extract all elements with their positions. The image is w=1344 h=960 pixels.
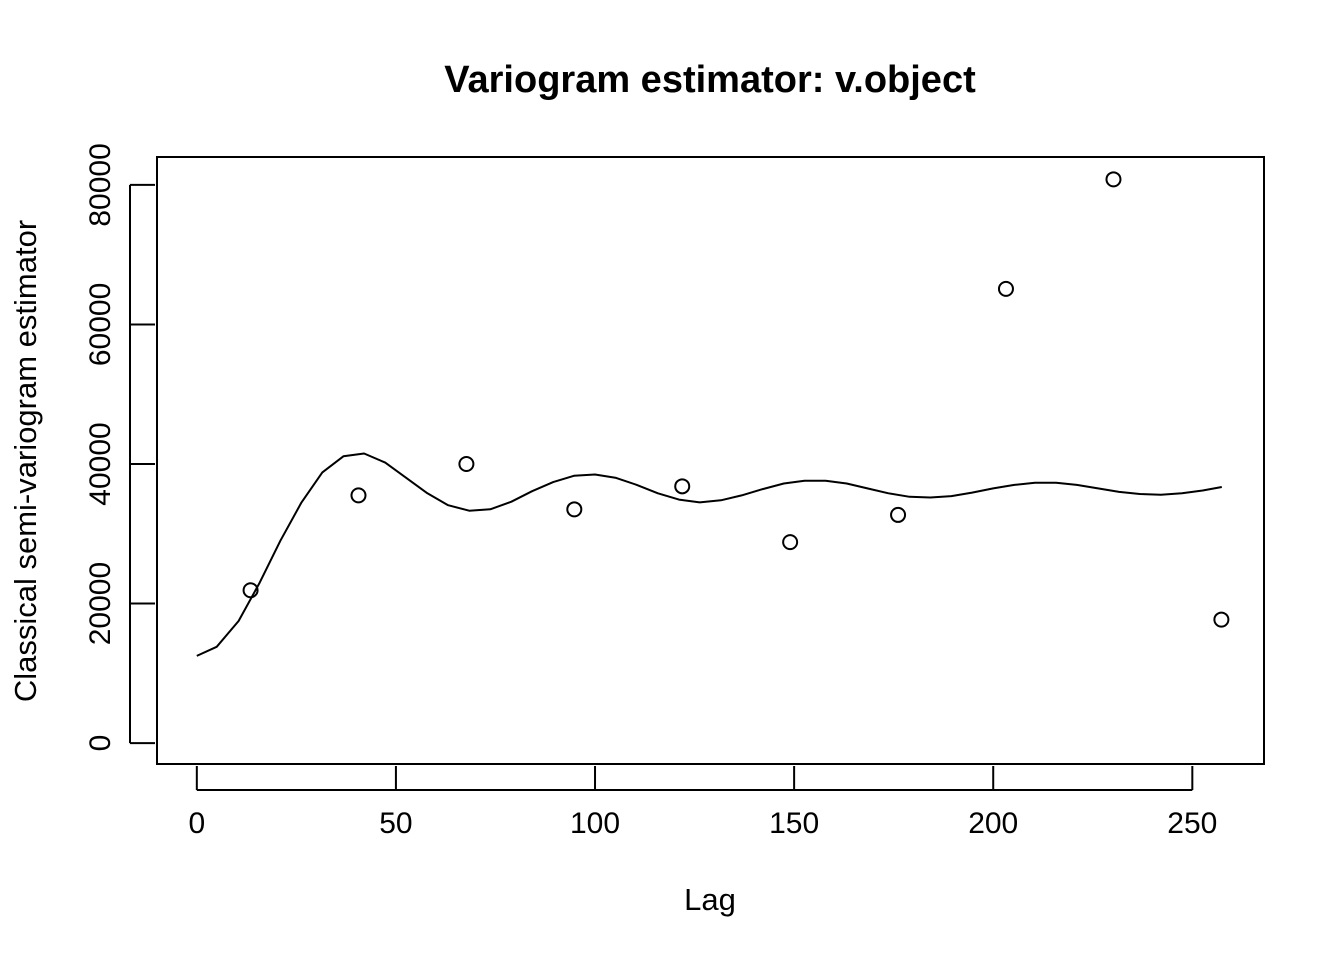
chart-title: Variogram estimator: v.object bbox=[444, 59, 976, 101]
x-tick-label: 250 bbox=[1167, 807, 1217, 840]
x-axis: 0 50 100 150 200 250 bbox=[188, 766, 1217, 840]
data-point bbox=[242, 582, 259, 599]
plot-frame bbox=[156, 156, 1265, 765]
x-tick-label: 200 bbox=[968, 807, 1018, 840]
x-tick-label: 50 bbox=[379, 807, 412, 840]
empirical-points-layer bbox=[242, 171, 1230, 628]
x-tick-label: 150 bbox=[769, 807, 819, 840]
data-point bbox=[674, 478, 691, 495]
data-point bbox=[458, 455, 475, 472]
x-axis-label: Lag bbox=[684, 882, 736, 917]
data-point bbox=[350, 487, 367, 504]
fitted-model-line-layer bbox=[196, 452, 1222, 657]
data-point bbox=[566, 501, 583, 518]
x-tick-label: 100 bbox=[570, 807, 620, 840]
data-point bbox=[1105, 171, 1122, 188]
y-axis: 0 20000 40000 60000 80000 bbox=[84, 143, 155, 751]
y-tick-label: 60000 bbox=[84, 283, 117, 366]
data-point bbox=[890, 506, 907, 523]
y-tick-label: 40000 bbox=[84, 422, 117, 505]
data-point bbox=[997, 280, 1014, 297]
y-tick-label: 20000 bbox=[84, 562, 117, 645]
y-tick-label: 80000 bbox=[84, 143, 117, 226]
x-tick-label: 0 bbox=[188, 807, 205, 840]
fitted-model-line bbox=[196, 452, 1222, 657]
y-axis-label: Classical semi-variogram estimator bbox=[8, 220, 43, 702]
data-point bbox=[782, 534, 799, 551]
y-tick-label: 0 bbox=[84, 735, 117, 752]
data-point bbox=[1213, 611, 1230, 628]
